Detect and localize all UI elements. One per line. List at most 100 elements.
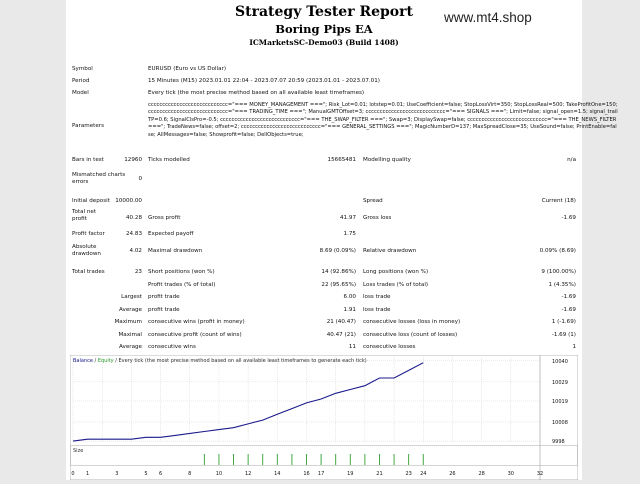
volume-panel [70,445,578,466]
bars-value: 12960 [124,157,142,163]
x-tick-label-7: 12 [245,471,251,477]
maximal-cp-label: consecutive profit (count of wins) [148,332,242,338]
x-tick-label-12: 21 [376,471,382,477]
avg-cl-value: 1 [572,344,576,350]
y-tick-label-0: 9998 [552,439,565,445]
x-tick-label-3: 5 [144,471,147,477]
x-tick-label-0: 0 [71,471,74,477]
symbol-label: Symbol [72,66,93,72]
long-value: 9 (100.00%) [541,269,576,275]
series-line-balance [72,362,424,442]
average2-label: Average [119,344,142,350]
pf-value: 24.83 [125,231,142,237]
loss-trades-value: 1 (4.35%) [548,282,576,288]
ticks-label: Ticks modelled [148,157,190,163]
balance-chart-svg: 9998 10008 10019 10029 10040 0 1 3 5 6 8 10 12 14 16 1… [69,354,579,481]
x-tick-label-13: 23 [405,471,411,477]
line-layer [72,362,424,442]
payoff-value: 1.75 [343,231,356,237]
short-value: 14 (92.86%) [321,269,356,275]
max-dd-label: Maximal drawdown [148,248,203,254]
parameters-value: cccccccccccccccccccccccccccc="=== MONEY_… [148,102,618,138]
legend-sep-1: / [93,358,98,364]
maximal-cl-label: consecutive loss (count of losses) [363,332,458,338]
model-value: Every tick (the most precise method base… [148,90,365,96]
rel-dd-value: 0.09% (8.69) [539,248,576,254]
abs-dd-value: 4.02 [129,248,142,254]
x-tick-label-14: 24 [420,471,426,477]
x-tick-label-10: 17 [318,471,324,477]
watermark: www.mt4.shop [444,10,532,25]
largest-loss-label: loss trade [363,294,391,300]
y-tick-layer: 9998 10008 10019 10029 10040 [552,359,568,445]
rel-dd-label: Relative drawdown [363,248,417,254]
y-tick-label-3: 10029 [552,380,568,386]
ea-name: Boring Pips EA [275,22,373,36]
symbol-value: EURUSD (Euro vs US Dollar) [148,66,227,72]
maximal-cl-value: -1.69 (1) [551,332,576,338]
max-cw-label: consecutive wins (profit in money) [148,319,245,325]
y-tick-label-4: 10040 [552,359,568,365]
parameters-label: Parameters [72,123,105,129]
gross-loss-label: Gross loss [363,215,392,221]
x-tick-label-1: 1 [86,471,89,477]
gross-profit-value: 41.97 [339,215,356,221]
maximum-label: Maximum [114,319,142,325]
period-value: 15 Minutes (M15) 2023.01.01 22:04 - 2023… [148,78,380,84]
avg-cw-value: 11 [348,344,356,350]
chart-legend: Balance / Equity / Every tick (the most … [73,358,367,364]
gross-loss-value: -1.69 [561,215,576,221]
avg-profit-label: profit trade [148,307,180,313]
pf-label: Profit factor [72,231,105,237]
legend-equity: Equity [98,358,114,364]
spread-value: Current (18) [541,198,576,204]
average-label: Average [119,307,142,313]
avg-loss-value: -1.69 [561,307,576,313]
x-tick-label-16: 28 [478,471,484,477]
avg-loss-label: loss trade [363,307,391,313]
report-title: Strategy Tester Report [235,4,413,20]
x-tick-label-8: 14 [274,471,280,477]
max-cw-value: 21 (40.47) [326,319,356,325]
mismatch-label: Mismatched charts errors [72,172,126,185]
max-cl-value: 1 (-1.69) [551,319,576,325]
server-info: ICMarketsSC-Demo03 (Build 1408) [249,38,399,47]
largest-loss-value: -1.69 [561,294,576,300]
quality-value: n/a [567,157,576,163]
spread-label: Spread [363,198,383,204]
period-label: Period [72,78,90,84]
quality-label: Modelling quality [363,157,411,163]
profit-trades-value: 22 (95.65%) [321,282,356,288]
x-tick-label-17: 30 [508,471,514,477]
x-tick-label-4: 6 [159,471,162,477]
short-label: Short positions (won %) [148,269,215,275]
balance-chart: 9998 10008 10019 10029 10040 0 1 3 5 6 8 10 12 14 16 1… [69,354,579,481]
bars-label: Bars in test [72,157,104,163]
max-cl-label: consecutive losses (loss in money) [363,319,461,325]
x-tick-layer: 0 1 3 5 6 8 10 12 14 16 17 19 21 23 24 26 28 30 32 [71,471,543,477]
x-tick-label-18: 32 [537,471,543,477]
maximal-label: Maximal [118,332,142,338]
legend-sep-2: / [114,358,119,364]
maximal-cp-value: 40.47 (21) [326,332,356,338]
x-tick-label-15: 26 [449,471,455,477]
net-label: Total net profit [72,209,97,222]
x-tick-label-9: 16 [303,471,309,477]
y-tick-label-1: 10008 [552,420,568,426]
volume-label: Size [73,448,83,454]
deposit-value: 10000.00 [115,198,142,204]
largest-profit-value: 6.00 [343,294,356,300]
max-dd-value: 8.69 (0.09%) [319,248,356,254]
largest-profit-label: profit trade [148,294,180,300]
x-tick-label-2: 3 [115,471,118,477]
legend-rest: Every tick (the most precise method base… [119,358,367,364]
model-label: Model [72,90,89,96]
avg-cl-label: consecutive losses [363,344,416,350]
gross-profit-label: Gross profit [148,215,181,221]
loss-trades-label: Loss trades (% of total) [363,282,429,288]
x-tick-label-5: 8 [188,471,191,477]
long-label: Long positions (won %) [363,269,429,275]
grid-layer [72,355,541,480]
legend-balance: Balance [73,358,93,364]
largest-label: Largest [121,294,142,300]
